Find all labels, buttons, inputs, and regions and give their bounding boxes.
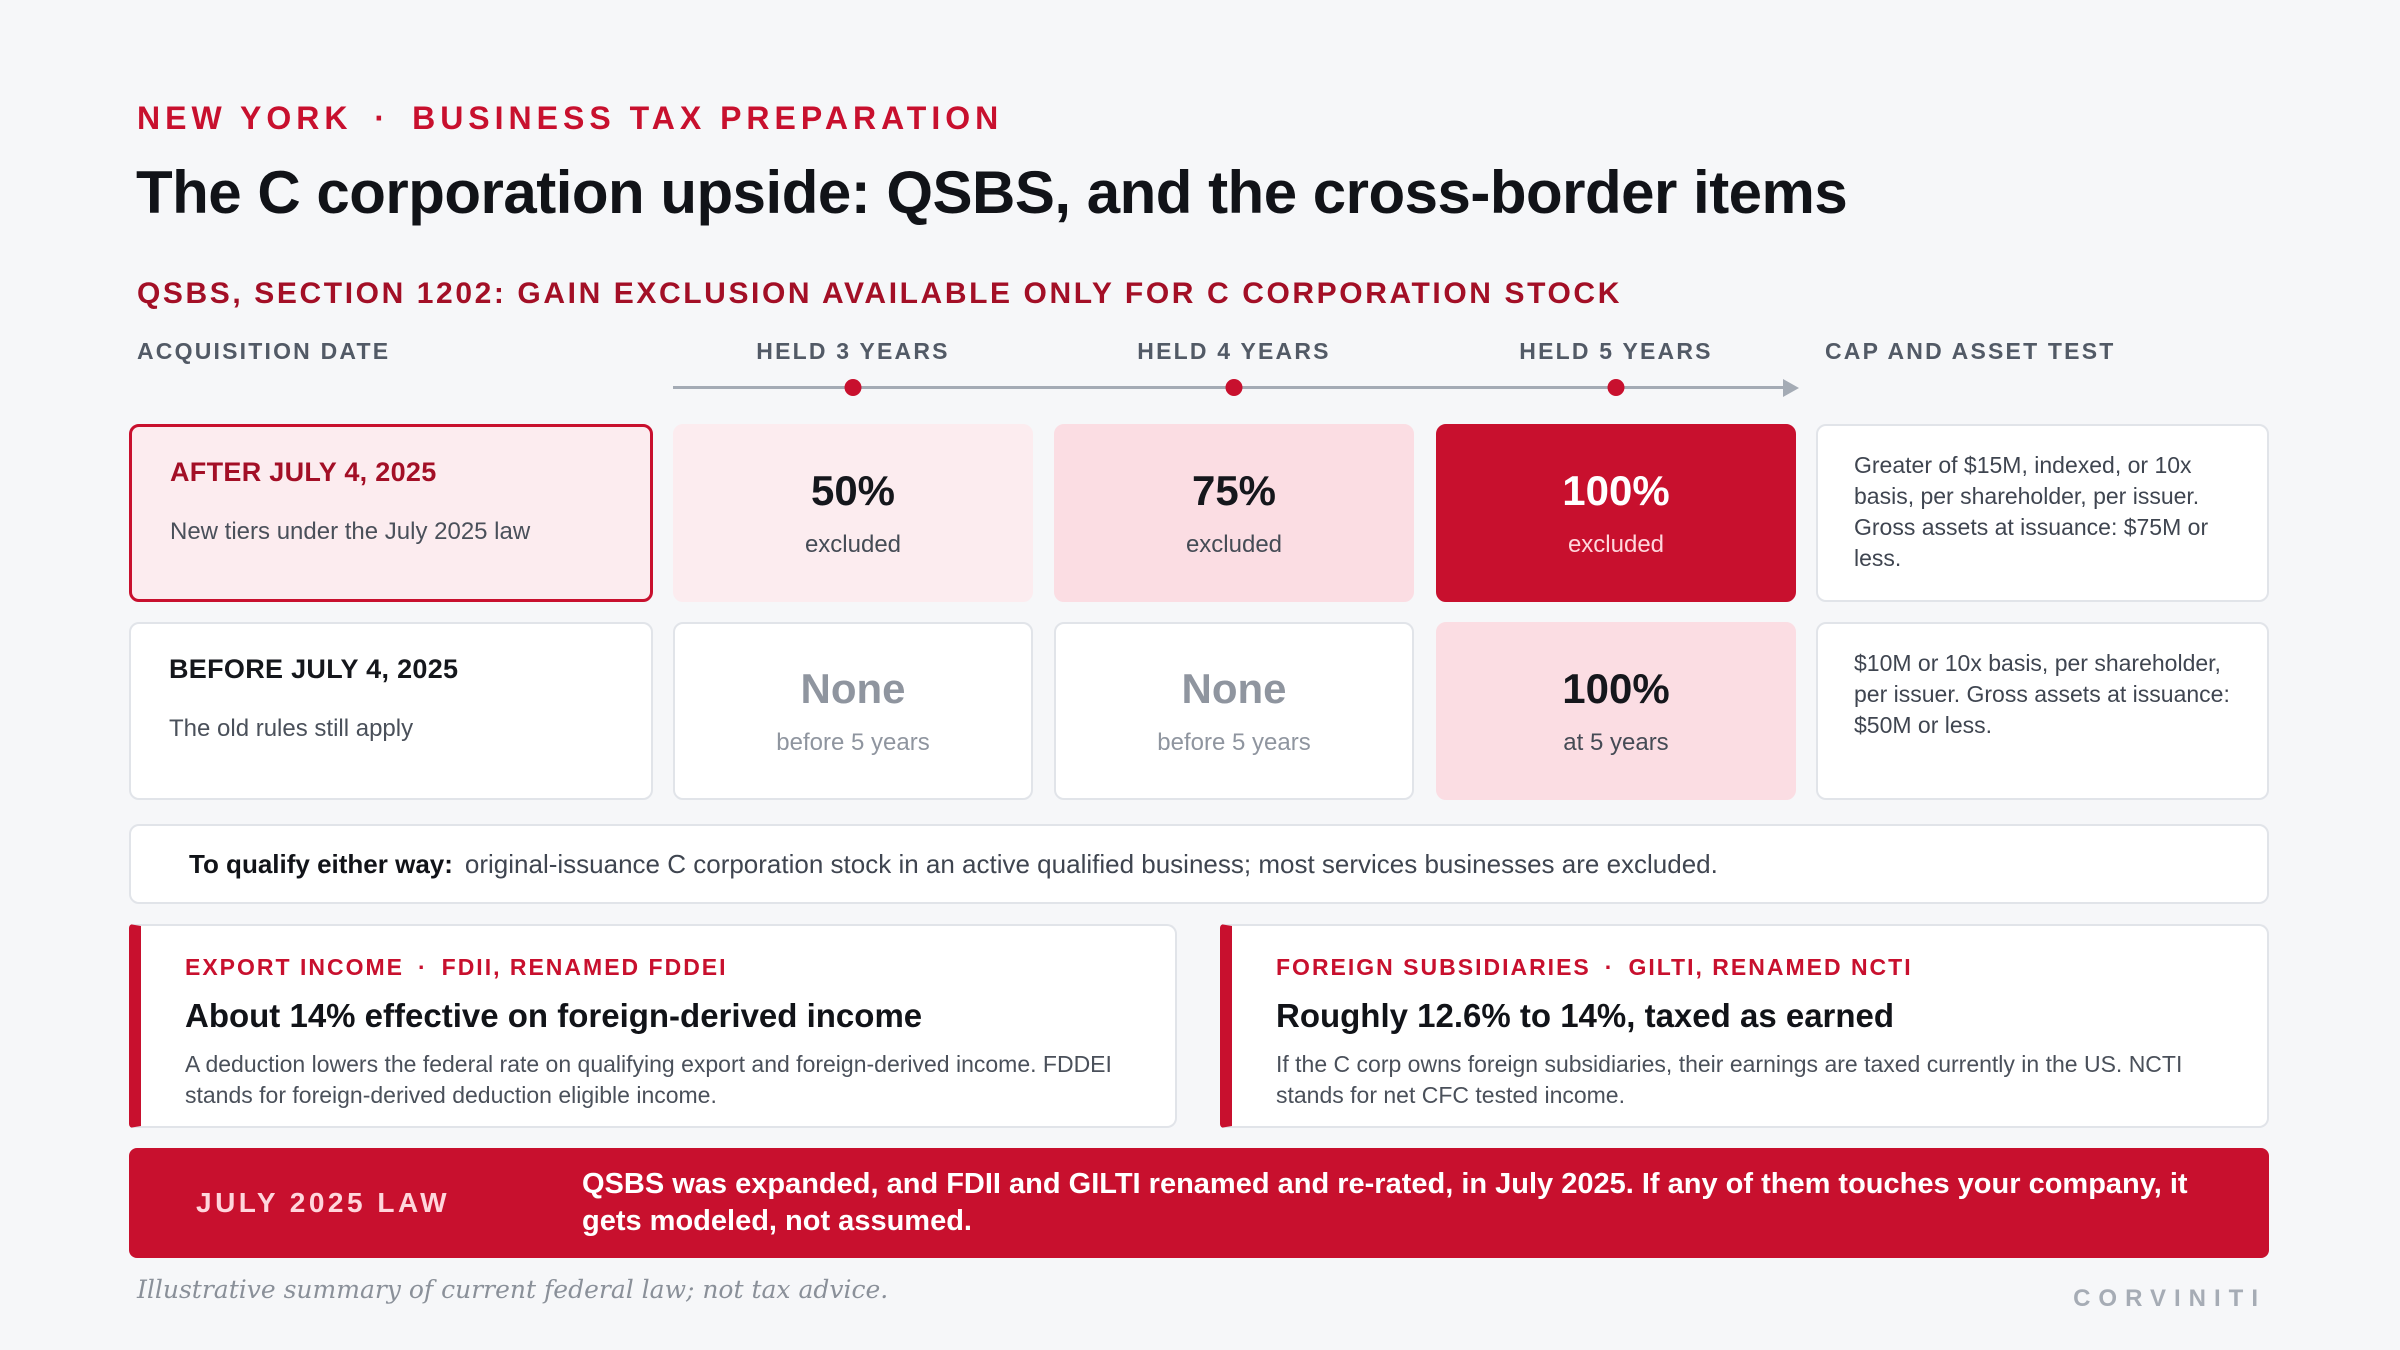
panel-tag-right: GILTI, RENAMED NCTI <box>1628 954 1913 980</box>
cell-after-held-5: 100% excluded <box>1436 424 1796 602</box>
cell-before-held-3: None before 5 years <box>673 622 1033 800</box>
panel-export-income: EXPORT INCOME · FDII, RENAMED FDDEI About … <box>129 924 1177 1128</box>
exclusion-note: excluded <box>1185 531 1283 558</box>
exclusion-note: before 5 years <box>776 729 930 756</box>
row-sublabel: The old rules still apply <box>169 715 414 742</box>
law-banner: JULY 2025 LAW QSBS was expanded, and FDI… <box>129 1148 2269 1258</box>
column-header-held-5: HELD 5 YEARS <box>1519 338 1713 364</box>
panel-body: A deduction lowers the federal rate on q… <box>185 1051 1112 1108</box>
exclusion-note: excluded <box>804 531 902 558</box>
panel-tag-left: FOREIGN SUBSIDIARIES <box>1276 954 1591 980</box>
footnote: Illustrative summary of current federal … <box>137 1275 889 1304</box>
qualify-note: To qualify either way: original-issuance … <box>129 824 2269 904</box>
eyebrow-topic: BUSINESS TAX PREPARATION <box>412 100 1004 136</box>
exclusion-note: before 5 years <box>1157 729 1311 756</box>
column-header-cap: CAP AND ASSET TEST <box>1825 338 2116 364</box>
qsbs-section-title: QSBS, SECTION 1202: GAIN EXCLUSION AVAIL… <box>137 277 1622 310</box>
timeline-dot-4yr <box>1225 379 1243 396</box>
panel-tag-separator: · <box>1604 954 1615 980</box>
timeline-dot-3yr <box>844 379 862 396</box>
row-after-july-2025: AFTER JULY 4, 2025 New tiers under the J… <box>129 424 653 602</box>
panel-tag: EXPORT INCOME · FDII, RENAMED FDDEI <box>185 954 1175 981</box>
panel-heading: Roughly 12.6% to 14%, taxed as earned <box>1276 997 1895 1034</box>
exclusion-value: 50% <box>810 467 896 514</box>
panel-tag-right: FDII, RENAMED FDDEI <box>441 954 728 980</box>
cell-after-held-3: 50% excluded <box>673 424 1033 602</box>
row-label: BEFORE JULY 4, 2025 <box>169 654 459 684</box>
qualify-label: To qualify either way: <box>189 848 453 879</box>
banner-label: JULY 2025 LAW <box>196 1187 451 1218</box>
exclusion-value: 100% <box>1562 665 1670 712</box>
exclusion-value: None <box>1181 665 1287 712</box>
eyebrow-separator: · <box>374 100 391 136</box>
row-label: AFTER JULY 4, 2025 <box>170 457 437 487</box>
panel-tag-separator: · <box>417 954 428 980</box>
panel-body: If the C corp owns foreign subsidiaries,… <box>1276 1051 2183 1108</box>
cell-after-held-4: 75% excluded <box>1054 424 1414 602</box>
column-header-acquisition: ACQUISITION DATE <box>137 338 391 364</box>
cell-before-held-4: None before 5 years <box>1054 622 1414 800</box>
row-sublabel: New tiers under the July 2025 law <box>170 518 531 545</box>
exclusion-value: 100% <box>1562 467 1670 514</box>
panel-tag-left: EXPORT INCOME <box>185 954 404 980</box>
exclusion-value: 75% <box>1191 467 1277 514</box>
page-title: The C corporation upside: QSBS, and the … <box>136 159 1848 226</box>
panel-heading: About 14% effective on foreign-derived i… <box>185 997 923 1034</box>
banner-text: QSBS was expanded, and FDII and GILTI re… <box>582 1168 2188 1237</box>
timeline-arrow-icon <box>1783 379 1799 397</box>
timeline-dot-5yr <box>1607 379 1625 396</box>
exclusion-note: at 5 years <box>1563 729 1669 756</box>
cap-test-before: $10M or 10x basis, per shareholder, per … <box>1816 622 2269 800</box>
panel-foreign-subsidiaries: FOREIGN SUBSIDIARIES · GILTI, RENAMED NCTI… <box>1220 924 2269 1128</box>
eyebrow: NEW YORK · BUSINESS TAX PREPARATION <box>137 100 1003 137</box>
eyebrow-location: NEW YORK <box>137 100 353 136</box>
brand-logo: CORVINITI <box>2073 1285 2266 1312</box>
panel-tag: FOREIGN SUBSIDIARIES · GILTI, RENAMED NCTI <box>1276 954 2267 981</box>
exclusion-note: excluded <box>1567 531 1665 558</box>
cell-before-held-5: 100% at 5 years <box>1436 622 1796 800</box>
cap-test-after: Greater of $15M, indexed, or 10x basis, … <box>1816 424 2269 602</box>
qualify-text: original-issuance C corporation stock in… <box>464 848 1718 879</box>
row-before-july-2025: BEFORE JULY 4, 2025 The old rules still … <box>129 622 653 800</box>
column-header-held-4: HELD 4 YEARS <box>1137 338 1331 364</box>
column-header-held-3: HELD 3 YEARS <box>756 338 950 364</box>
exclusion-value: None <box>800 665 906 712</box>
